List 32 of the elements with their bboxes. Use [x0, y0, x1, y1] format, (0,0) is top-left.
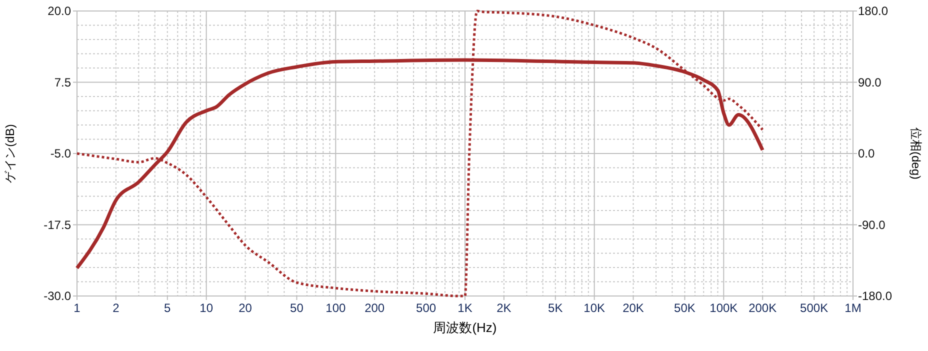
x-tick-label: 1K: [458, 301, 472, 315]
y-tick-label: -17.5: [44, 218, 72, 232]
x-tick-label: 200K: [748, 301, 777, 315]
x-tick-label: 1: [74, 301, 81, 315]
x-tick-label: 500: [416, 301, 436, 315]
x-tick-label: 1M: [844, 301, 862, 315]
y2-tick-label: 0.0: [858, 146, 876, 160]
x-tick-label: 20: [238, 301, 252, 315]
x-tick-label: 10K: [584, 301, 606, 315]
y2-tick-label: -180.0: [858, 289, 892, 303]
x-tick-label: 100: [326, 301, 346, 315]
y2-tick-label: 90.0: [858, 75, 882, 90]
y-tick-label: -30.0: [44, 289, 72, 303]
y-tick-label: 7.5: [54, 75, 72, 90]
y-axis-title: ゲイン(dB): [3, 124, 17, 183]
x-tick-label: 20K: [622, 301, 644, 315]
x-tick-label: 10: [200, 301, 214, 315]
x-tick-label: 5K: [548, 301, 563, 315]
y-tick-label: -5.0: [50, 146, 72, 160]
y-tick-label: 20.0: [48, 4, 72, 18]
y2-axis-title: 位相(deg): [909, 127, 923, 180]
x-tick-label: 50: [290, 301, 304, 315]
x-tick-label: 5: [164, 301, 172, 315]
x-tick-label: 2: [112, 301, 120, 315]
x-tick-label: 200: [364, 301, 385, 315]
x-axis-title: 周波数(Hz): [433, 320, 497, 335]
x-tick-label: 100K: [710, 301, 738, 315]
x-tick-label: 50K: [674, 301, 696, 315]
y2-tick-label: -90.0: [858, 218, 886, 232]
y2-tick-label: 180.0: [858, 4, 888, 18]
x-tick-label: 2K: [496, 301, 512, 315]
x-tick-label: 500K: [800, 301, 828, 315]
